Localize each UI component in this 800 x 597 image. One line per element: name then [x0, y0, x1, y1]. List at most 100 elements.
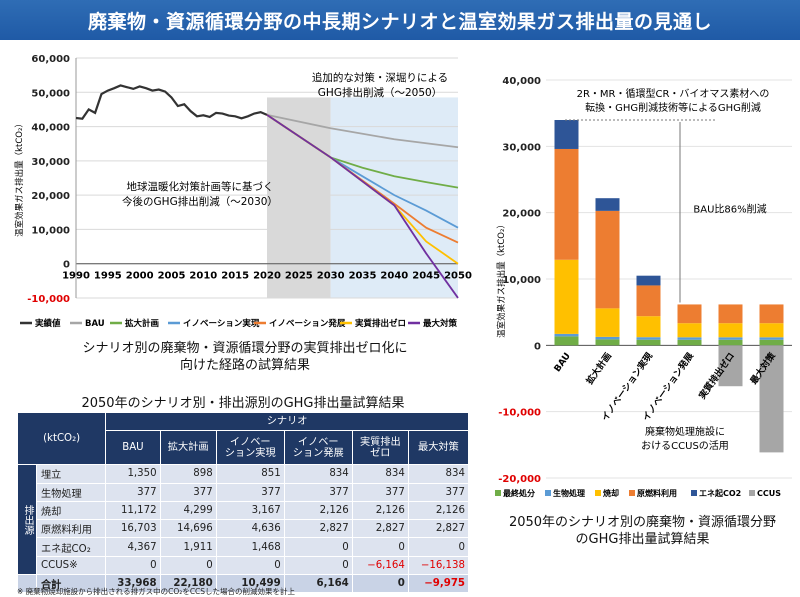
shaded-period-1 [330, 97, 458, 298]
table-row: 排出源 埋立 1,350 898 851 834 834 834 [17, 464, 470, 576]
table-cell: 0 [215, 555, 285, 576]
row-label: 埋立 [35, 464, 107, 484]
bar-category-label: 拡大計画 [583, 350, 613, 386]
table-cell: −6,164 [351, 555, 409, 576]
legend-label-0: 実績値 [35, 318, 61, 329]
bar-legend-swatch-3 [629, 490, 635, 496]
table-cell: 16,703 [105, 519, 161, 539]
legend-label-6: 最大対策 [423, 318, 458, 329]
row-label: エネ起CO₂ [35, 537, 107, 557]
y-tick-label: 20,000 [31, 191, 70, 202]
table-cell: 851 [215, 464, 285, 484]
table-cell: 2,827 [283, 519, 353, 539]
table-cell: 377 [215, 482, 285, 502]
table-cell: 1,350 [105, 464, 161, 484]
table-cell: 377 [159, 482, 217, 502]
x-tick-label: 2025 [285, 271, 313, 282]
annotation-ccus-line2: おけるCCUSの活用 [641, 440, 729, 452]
table-cell: 6,164 [283, 574, 353, 594]
bar-segment-1-0 [554, 333, 579, 337]
row-label: 生物処理 [35, 482, 107, 502]
bar-legend-swatch-0 [495, 490, 501, 496]
x-tick-label: 1995 [94, 271, 122, 282]
bar-legend-swatch-5 [749, 490, 755, 496]
bar-segment-1-2 [636, 337, 661, 340]
bar-segment-4-1 [595, 198, 620, 211]
column-header: イノベー ション実現 [215, 430, 285, 466]
table-cell: 11,172 [105, 500, 161, 521]
bar-legend-label-1: 生物処理 [553, 488, 585, 498]
bar-segment-5-4 [718, 345, 743, 387]
table-cell: 377 [351, 482, 409, 502]
bar-segment-1-5 [759, 337, 784, 340]
table-cell: 377 [407, 482, 470, 502]
bar-segment-3-5 [759, 304, 784, 324]
x-tick-label: 2020 [253, 271, 281, 282]
legend-label-5: 実質排出ゼロ [355, 318, 406, 329]
y-tick-label: 60,000 [31, 54, 70, 65]
bar-segment-2-5 [759, 323, 784, 338]
emissions-table: (ktCO₂) シナリオ BAU 拡大計画 イノベー ション実現 イノベー ション発展… [16, 411, 470, 594]
legend-label-3: イノベーション実現 [183, 318, 260, 329]
bar-chart-caption: 2050年のシナリオ別の廃棄物・資源循環分野 のGHG排出量試算結果 [490, 514, 795, 548]
table-cell: 0 [351, 574, 409, 594]
table-footnote: ※ 廃棄物焼却施設から排出される排ガス中のCO₂をCCSした場合の削減効果を計上 [17, 587, 296, 596]
table-cell: 4,299 [159, 500, 217, 521]
table-cell: 2,827 [407, 519, 470, 539]
table-cell: 1,468 [215, 537, 285, 557]
annotation-top-line2: 転換・GHG削減技術等によるGHG削減 [585, 101, 761, 114]
annotation-extra-line1: 追加的な対策・深堀りによる [312, 71, 448, 84]
bar-segment-0-4 [718, 339, 743, 346]
bar-y-tick-label: 30,000 [502, 142, 541, 153]
y-tick-label: 10,000 [31, 225, 70, 236]
bar-legend-swatch-4 [691, 490, 697, 496]
bar-legend-label-5: CCUS [757, 489, 781, 498]
annotation-ccus-line1: 廃棄物処理施設に [645, 425, 725, 438]
bar-legend-label-2: 焼却 [603, 488, 619, 498]
table-cell: 3,167 [215, 500, 285, 521]
x-tick-label: 2015 [221, 271, 249, 282]
bar-y-tick-label: -20,000 [498, 474, 541, 485]
annotation-plan-line1: 地球温暖化対策計画等に基づく [127, 180, 274, 193]
bar-segment-3-1 [595, 210, 620, 309]
bar-segment-0-3 [677, 339, 702, 346]
x-tick-label: 2010 [189, 271, 217, 282]
table-row: エネ起CO₂ 4,367 1,911 1,468 0 0 0 [18, 537, 470, 557]
legend-label-2: 拡大計画 [125, 318, 159, 329]
x-tick-label: 2005 [158, 271, 186, 282]
table-cell: 0 [105, 555, 161, 576]
bar-legend-label-3: 原燃料利用 [637, 488, 677, 498]
column-header: 実質排出 ゼロ [351, 430, 409, 466]
y-tick-label: 0 [63, 260, 70, 271]
bar-legend-label-0: 最終処分 [503, 488, 535, 498]
table-row: 生物処理 377 377 377 377 377 377 [18, 482, 470, 502]
annotation-top-line1: 2R・MR・循環型CR・バイオマス素材への [577, 87, 770, 100]
bar-chart-caption-line1: 2050年のシナリオ別の廃棄物・資源循環分野 [508, 515, 777, 530]
bar-y-tick-label: -10,000 [498, 408, 541, 419]
table-cell: 0 [351, 537, 409, 557]
row-label: 合計 [35, 574, 107, 594]
bar-legend-swatch-2 [595, 490, 601, 496]
bar-y-axis-label: 温室効果ガス排出量（ktCO₂） [496, 220, 507, 338]
table-cell: −16,138 [407, 555, 470, 576]
column-header: 最大対策 [407, 430, 470, 466]
x-tick-label: 2040 [380, 271, 408, 282]
unit-header: (ktCO₂) [16, 411, 107, 466]
bar-segment-3-3 [677, 304, 702, 324]
bar-y-tick-label: 10,000 [502, 275, 541, 286]
x-tick-label: 2050 [444, 271, 472, 282]
series-line-0 [75, 84, 268, 120]
line-chart-caption-line1: シナリオ別の廃棄物・資源循環分野の実質排出ゼロ化に [82, 341, 408, 356]
table-row: CCUS※ 0 0 0 0 −6,164 −16,138 [18, 555, 470, 576]
table-row: 原燃料利用 16,703 14,696 4,636 2,827 2,827 2,827 [18, 519, 470, 539]
table-cell: 4,367 [105, 537, 161, 557]
table-cell: 377 [283, 482, 353, 502]
table-cell: 898 [159, 464, 217, 484]
bar-segment-1-4 [718, 337, 743, 340]
table-title: 2050年のシナリオ別・排出源別のGHG排出量試算結果 [81, 396, 405, 411]
table-cell: 0 [159, 555, 217, 576]
series-line-1 [266, 114, 459, 149]
source-side-label: 排出源 [17, 464, 37, 576]
scenario-group-header: シナリオ [105, 411, 469, 432]
bar-segment-4-2 [636, 275, 661, 286]
